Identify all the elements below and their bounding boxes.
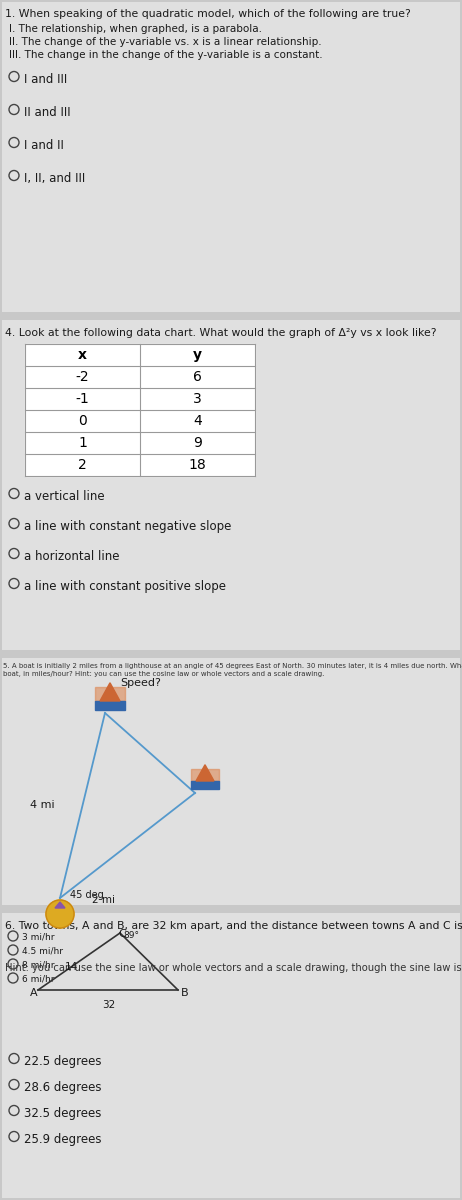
Text: 8 mi/hr: 8 mi/hr [22,961,55,970]
Text: 89°: 89° [123,931,139,940]
Text: -2: -2 [76,370,89,384]
Bar [95,686,125,701]
Text: 0: 0 [78,414,87,428]
Text: 45 deg: 45 deg [70,890,104,900]
Text: I and III: I and III [24,73,67,86]
Text: -1: -1 [76,392,89,406]
Text: 4 mi: 4 mi [30,800,55,810]
Text: Hint: you can use the sine law or whole vectors and a scale drawing, though the : Hint: you can use the sine law or whole … [5,962,462,973]
Bar [2,320,460,650]
Text: I, II, and III: I, II, and III [24,172,85,185]
Text: 2: 2 [78,458,87,472]
Text: 3 mi/hr: 3 mi/hr [22,934,55,942]
Text: 4.5 mi/hr: 4.5 mi/hr [22,947,63,956]
Bar [191,769,219,781]
Text: 6: 6 [193,370,202,384]
Text: B: B [181,988,188,998]
Text: 18: 18 [188,458,207,472]
Polygon shape [55,902,65,908]
Text: 5. A boat is initially 2 miles from a lighthouse at an angle of 45 degrees East : 5. A boat is initially 2 miles from a li… [3,662,462,670]
Text: boat, in miles/hour? Hint: you can use the cosine law or whole vectors and a sca: boat, in miles/hour? Hint: you can use t… [3,671,324,677]
Text: y: y [193,348,202,362]
Polygon shape [196,764,214,781]
Bar [2,658,460,905]
Text: a vertical line: a vertical line [24,490,104,503]
Bar [191,781,219,790]
Text: 14: 14 [65,961,78,972]
Text: 32.5 degrees: 32.5 degrees [24,1106,101,1120]
Text: 1. When speaking of the quadratic model, which of the following are true?: 1. When speaking of the quadratic model,… [5,8,411,19]
Text: 25.9 degrees: 25.9 degrees [24,1133,102,1146]
Text: a line with constant negative slope: a line with constant negative slope [24,520,231,533]
Text: 28.6 degrees: 28.6 degrees [24,1081,102,1094]
Text: C: C [118,929,126,938]
Text: 32: 32 [102,1000,115,1010]
Text: 4: 4 [193,414,202,428]
Text: a line with constant positive slope: a line with constant positive slope [24,580,226,593]
Text: 9: 9 [193,436,202,450]
Bar [2,913,460,1198]
Text: 3: 3 [193,392,202,406]
Text: II. The change of the y-variable vs. x is a linear relationship.: II. The change of the y-variable vs. x i… [9,37,322,47]
Bar [95,701,125,710]
Text: I and II: I and II [24,139,64,152]
Text: II and III: II and III [24,106,71,119]
Text: Speed?: Speed? [120,678,161,688]
Text: a horizontal line: a horizontal line [24,550,120,563]
Text: III. The change in the change of the y-variable is a constant.: III. The change in the change of the y-v… [9,50,322,60]
Polygon shape [100,683,120,701]
Text: I. The relationship, when graphed, is a parabola.: I. The relationship, when graphed, is a … [9,24,262,34]
Circle shape [46,900,74,928]
Text: 22.5 degrees: 22.5 degrees [24,1055,102,1068]
Text: A: A [30,988,37,998]
Bar [25,344,255,476]
Text: 6. Two towns, A and B, are 32 km apart, and the distance between towns A and C i: 6. Two towns, A and B, are 32 km apart, … [5,922,462,931]
Bar [2,2,460,312]
Text: 6 mi/hr: 6 mi/hr [22,974,55,984]
Text: x: x [78,348,87,362]
Text: 2 mi: 2 mi [92,895,115,905]
Text: 4. Look at the following data chart. What would the graph of Δ²y vs x look like?: 4. Look at the following data chart. Wha… [5,328,437,338]
Text: 1: 1 [78,436,87,450]
